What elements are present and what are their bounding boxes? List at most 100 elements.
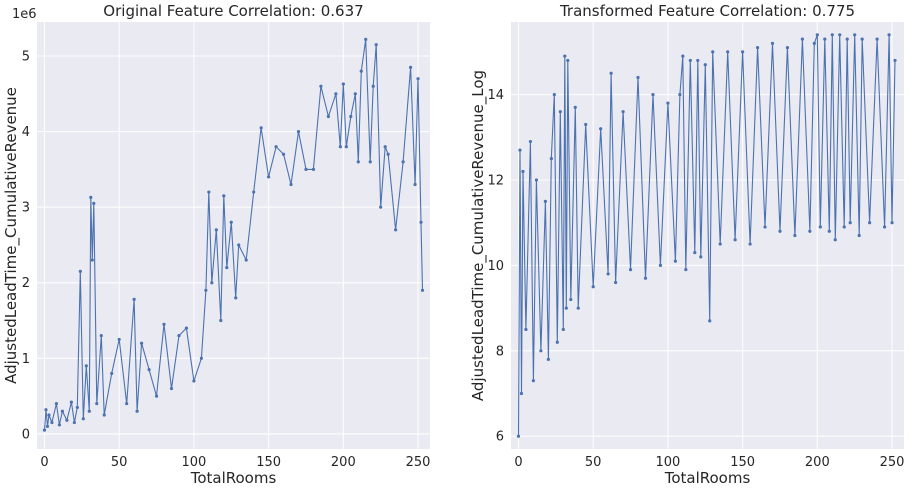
data-point: [708, 319, 712, 323]
data-point: [893, 58, 897, 63]
data-point: [868, 221, 872, 225]
data-point: [207, 190, 211, 194]
data-point: [763, 225, 767, 229]
x-tick-label: 50: [585, 455, 602, 470]
data-point: [812, 41, 816, 45]
data-point: [102, 413, 106, 417]
data-point: [162, 322, 166, 326]
data-point: [678, 92, 682, 97]
data-point: [219, 318, 223, 323]
data-point: [882, 225, 887, 229]
data-point: [140, 341, 144, 345]
data-point: [793, 233, 797, 238]
data-point: [192, 379, 196, 383]
data-point: [84, 364, 88, 368]
y-tick-label: 4: [22, 125, 30, 140]
data-point: [681, 54, 685, 58]
data-point: [778, 229, 782, 233]
data-point: [234, 296, 238, 300]
data-point: [416, 77, 420, 81]
y-tick-label: 3: [22, 201, 30, 216]
data-point: [147, 368, 151, 372]
data-point: [326, 114, 330, 119]
data-point: [374, 43, 378, 47]
data-point: [666, 101, 670, 105]
data-point: [368, 160, 372, 164]
data-point: [658, 263, 663, 267]
data-point: [564, 306, 568, 310]
data-point: [383, 145, 387, 149]
data-point: [379, 205, 383, 209]
plot-panel-2: 0 50 100 150 200 250 6 8 10 12 14 Transformed Featu…: [469, 2, 904, 487]
data-point: [853, 33, 857, 37]
data-point: [830, 33, 834, 37]
data-point: [259, 126, 263, 130]
data-point: [72, 420, 76, 425]
data-point: [420, 288, 425, 292]
data-point: [319, 84, 323, 88]
y-axis-label: AdjustedLeadTime_CumulativeRevenue: [2, 87, 21, 384]
data-point: [90, 258, 94, 262]
data-point: [154, 394, 159, 398]
data-point: [177, 334, 181, 338]
y-tick-label: 10: [487, 259, 504, 274]
data-point: [60, 409, 65, 413]
x-tick-label: 250: [880, 455, 905, 470]
data-point: [47, 413, 51, 417]
data-point: [252, 190, 256, 194]
data-point: [521, 169, 525, 174]
data-point: [244, 258, 248, 262]
data-point: [69, 400, 73, 404]
data-point: [222, 194, 226, 198]
data-point: [349, 114, 353, 119]
data-point: [78, 269, 82, 273]
data-point: [528, 139, 533, 144]
data-point: [125, 402, 129, 406]
data-point: [748, 242, 752, 246]
data-point: [394, 228, 398, 232]
data-point: [353, 92, 357, 96]
data-point: [214, 228, 218, 232]
data-point: [833, 238, 837, 242]
data-point: [296, 129, 301, 134]
data-point: [229, 220, 233, 224]
y-tick-label: 14: [487, 88, 504, 103]
data-point: [800, 37, 804, 41]
plot-background: [37, 22, 430, 449]
data-point: [651, 92, 655, 97]
data-point: [44, 408, 48, 412]
data-point: [50, 420, 54, 425]
data-point: [890, 221, 894, 225]
x-tick-label: 150: [256, 455, 281, 470]
data-point: [519, 391, 524, 396]
data-point: [65, 418, 69, 422]
data-point: [237, 243, 241, 247]
data-point: [199, 356, 203, 360]
data-point: [225, 266, 229, 270]
data-point: [688, 58, 692, 63]
data-point: [815, 33, 819, 37]
data-point: [419, 220, 423, 224]
data-point: [543, 199, 547, 203]
data-point: [289, 182, 293, 187]
data-point: [599, 127, 603, 131]
data-point: [569, 297, 573, 302]
data-point: [267, 175, 271, 179]
data-point: [341, 82, 345, 86]
data-point: [338, 145, 342, 149]
data-point: [848, 221, 852, 225]
y-tick-label: 5: [22, 50, 30, 65]
data-point: [576, 306, 580, 310]
data-point: [718, 242, 722, 246]
data-point: [110, 371, 114, 376]
data-point: [386, 152, 390, 156]
data-point: [539, 349, 543, 353]
x-tick-label: 100: [655, 455, 680, 470]
chart-title: Original Feature Correlation: 0.637: [103, 2, 363, 20]
data-point: [408, 65, 413, 69]
y-offset-label: 1e6: [12, 7, 37, 22]
data-point: [711, 50, 715, 54]
data-point: [770, 41, 775, 45]
data-point: [87, 409, 91, 413]
